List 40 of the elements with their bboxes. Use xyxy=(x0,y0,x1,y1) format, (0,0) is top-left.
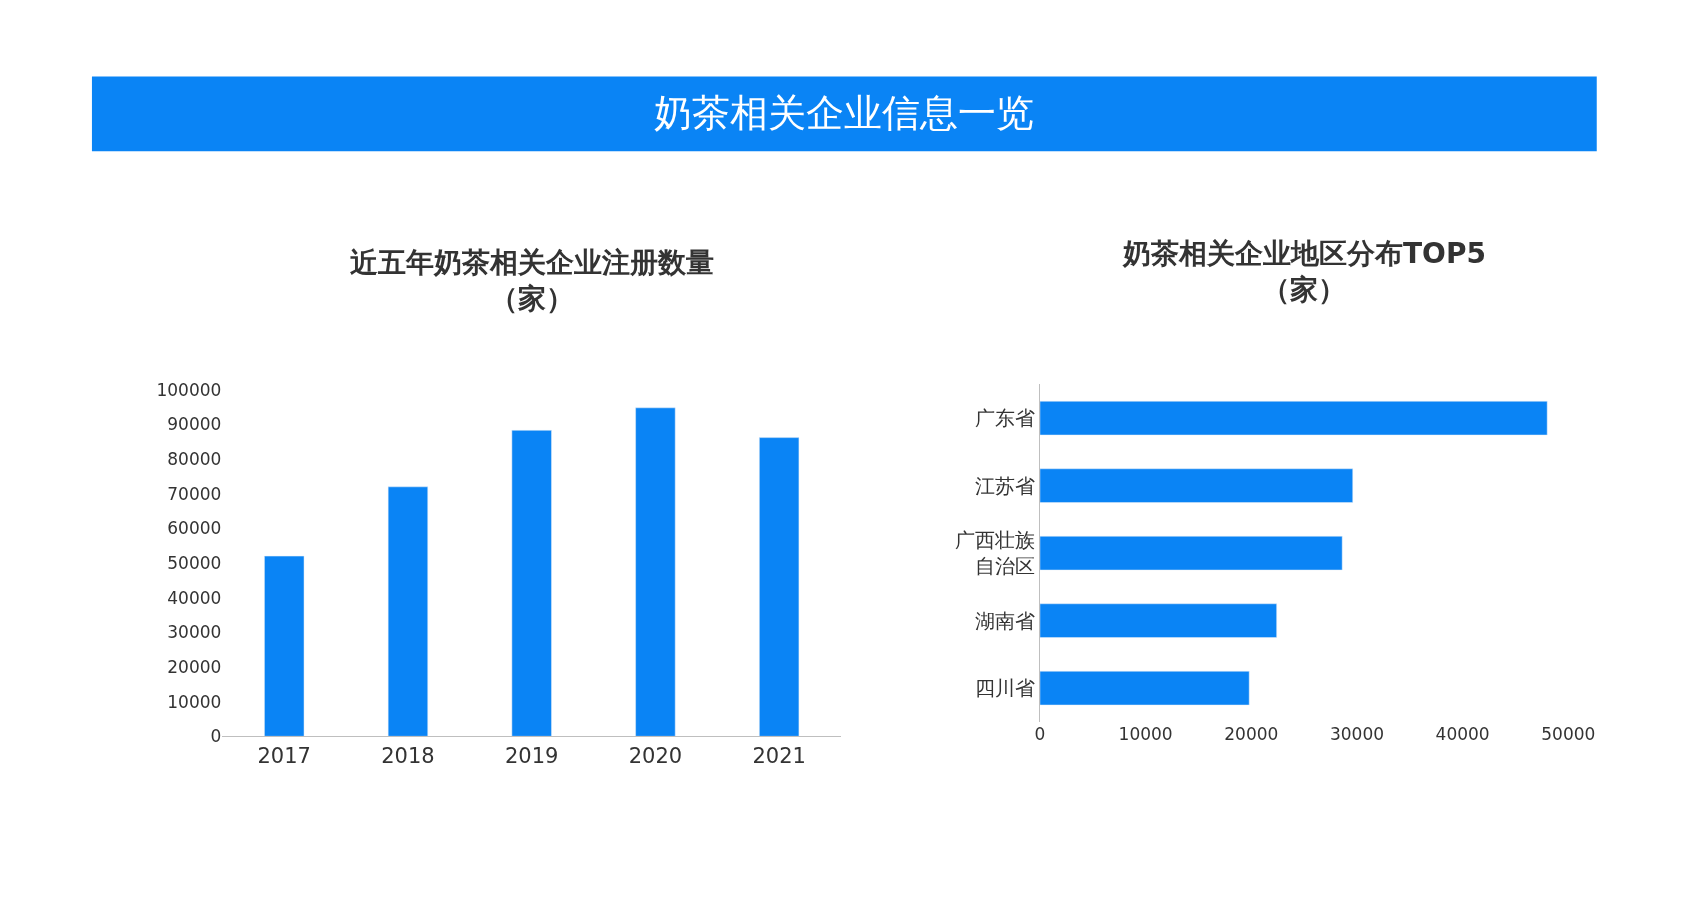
chart-subtitle: （家） xyxy=(1262,273,1347,307)
y-tick-label: 90000 xyxy=(167,414,222,435)
y-tick-label: 100000 xyxy=(156,379,222,400)
x-tick-label: 2019 xyxy=(504,743,559,768)
chart-title: 近五年奶茶相关企业注册数量 xyxy=(350,246,714,279)
text: 奶茶相关企业信息一览 xyxy=(654,91,1034,135)
y-tick-label: 80000 xyxy=(167,449,222,470)
bar xyxy=(1039,401,1548,436)
bar xyxy=(264,555,305,737)
y-tick-label: 60000 xyxy=(167,518,222,539)
y-tick-label: 江苏省 xyxy=(974,473,1035,498)
y-tick-label: 20000 xyxy=(167,656,222,677)
y-tick-label: 广西壮族自治区 xyxy=(954,528,1035,579)
x-tick-label: 10000 xyxy=(1118,723,1173,744)
bar xyxy=(511,430,552,737)
x-tick-label: 40000 xyxy=(1435,723,1490,744)
bar xyxy=(759,437,800,737)
chart-title: 奶茶相关企业地区分布TOP5 xyxy=(1122,237,1486,270)
bar xyxy=(1039,603,1277,638)
x-tick-label: 2021 xyxy=(752,743,806,768)
bar xyxy=(1039,468,1353,503)
y-tick-label: 湖南省 xyxy=(974,608,1035,633)
y-tick-label: 四川省 xyxy=(974,676,1035,701)
y-tick-label: 40000 xyxy=(167,587,222,608)
x-tick-label: 30000 xyxy=(1329,723,1385,744)
y-tick-label: 70000 xyxy=(167,483,222,504)
chart-subtitle: （家） xyxy=(490,282,574,316)
bar xyxy=(1039,671,1250,706)
y-tick-label: 50000 xyxy=(167,553,222,573)
x-tick-label: 2018 xyxy=(381,743,435,768)
y-tick-label: 广东省 xyxy=(974,406,1035,431)
x-tick-label: 2017 xyxy=(257,743,311,768)
bar xyxy=(387,486,428,737)
x-tick-label: 2020 xyxy=(628,743,683,768)
y-tick-label: 10000 xyxy=(167,691,222,712)
y-tick-label: 30000 xyxy=(167,622,222,643)
x-tick-label: 20000 xyxy=(1224,723,1279,744)
x-tick-label: 50000 xyxy=(1541,723,1596,744)
bar xyxy=(1039,536,1343,571)
bar xyxy=(635,407,676,737)
